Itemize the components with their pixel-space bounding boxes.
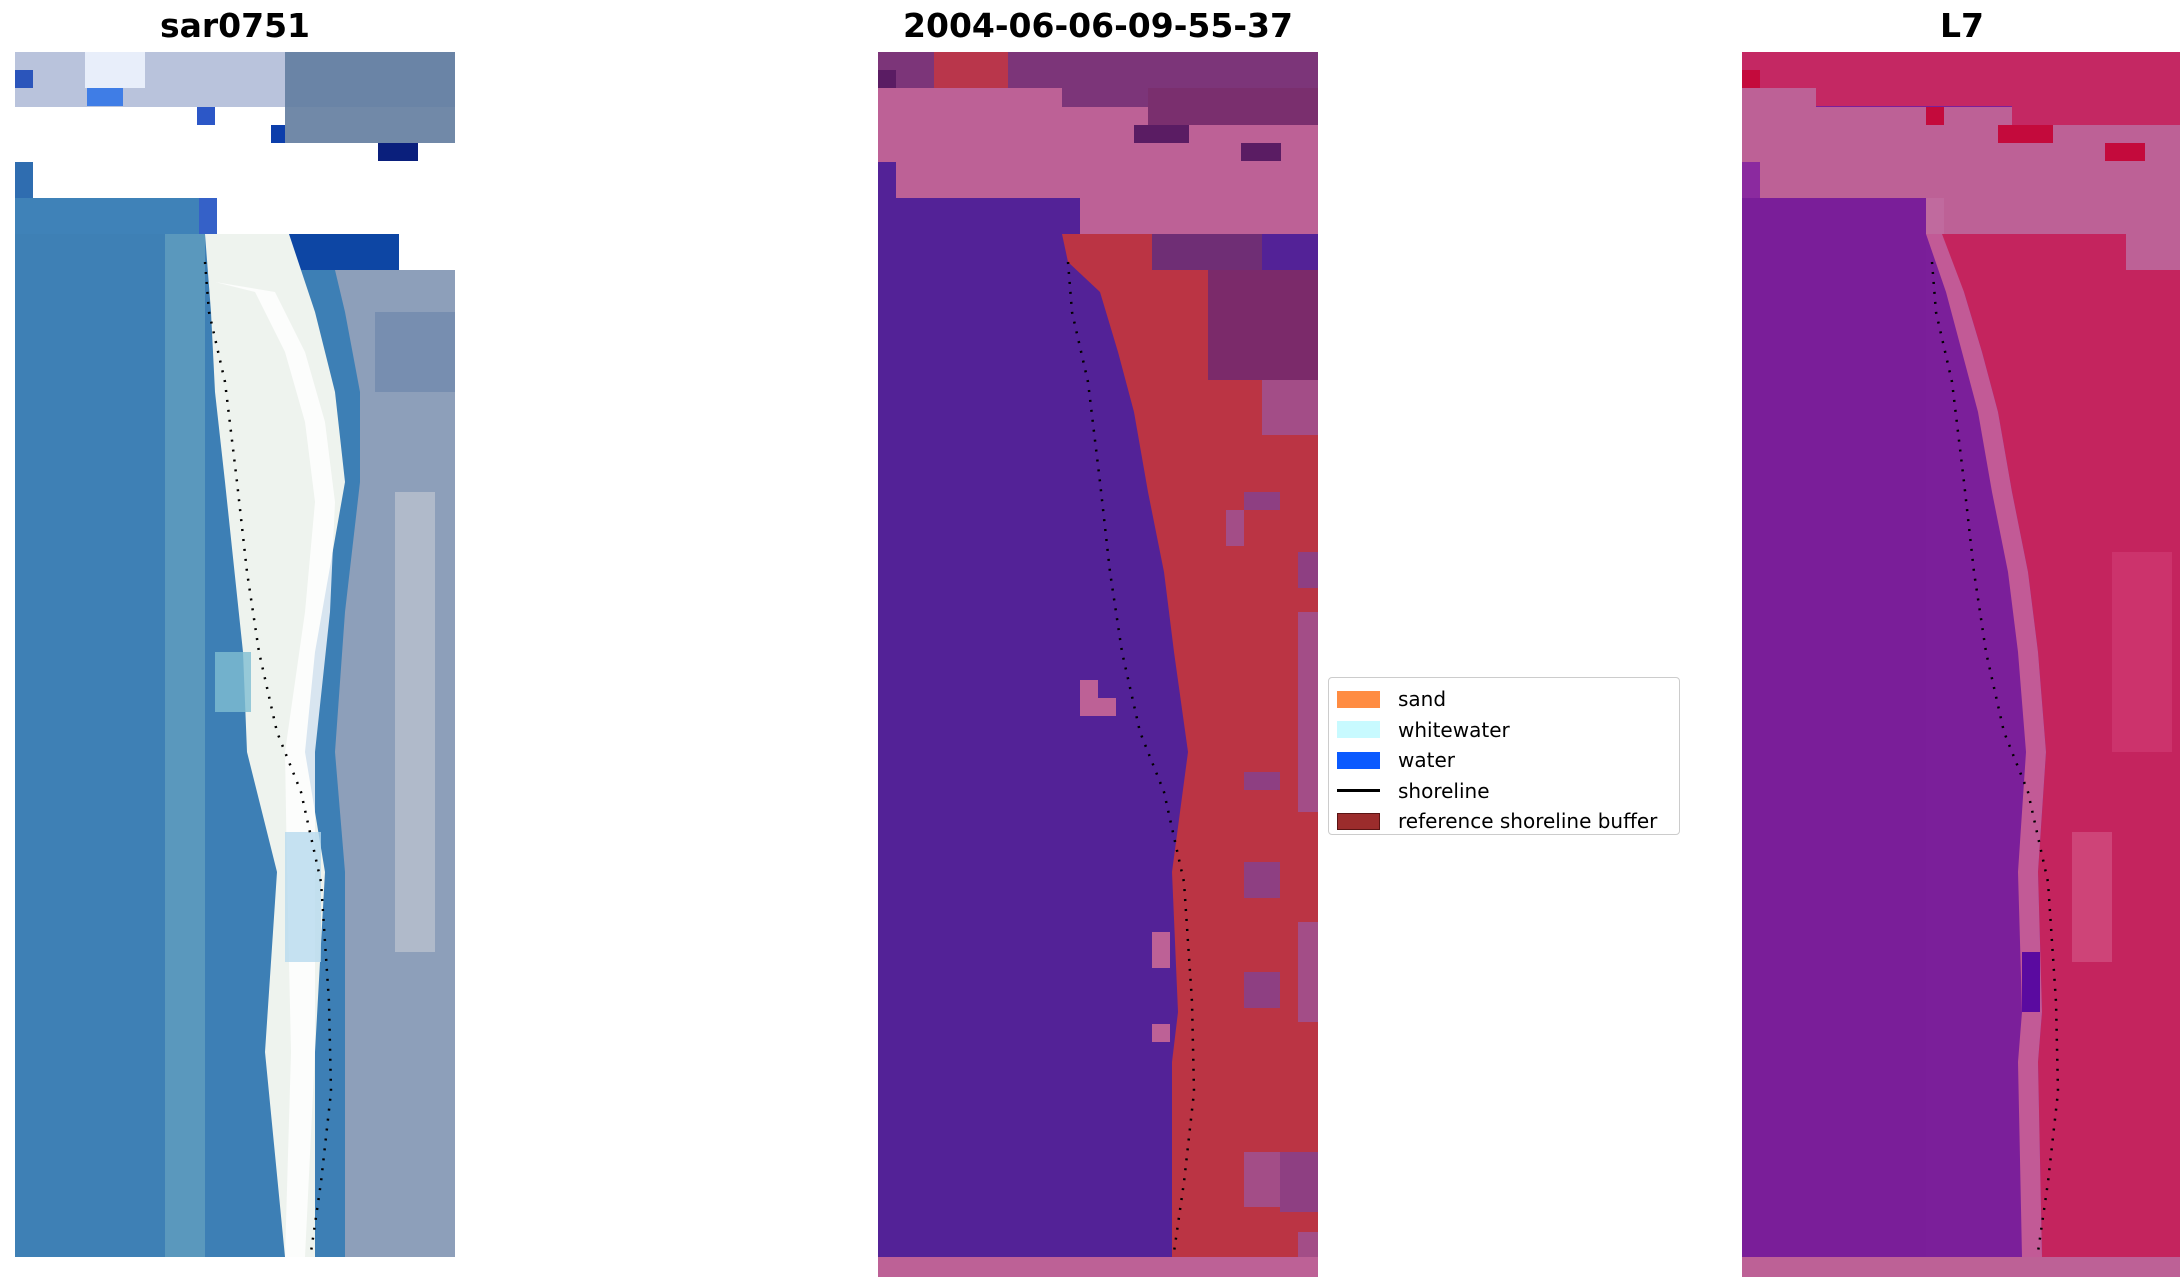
false-color-image-panel [1742,52,2180,1277]
reference-buffer-swatch [1337,812,1380,830]
legend-label-whitewater: whitewater [1398,717,1510,742]
legend-item-water: water [1337,745,1671,776]
classified-image [878,52,1318,1277]
rgb-image-panel [15,52,455,1277]
panel-title-rgb: sar0751 [159,6,311,45]
legend-label-water: water [1398,748,1455,773]
legend-item-shoreline: shoreline [1337,776,1671,807]
water-swatch [1337,751,1380,769]
legend-item-whitewater: whitewater [1337,715,1671,746]
sand-swatch [1337,690,1380,708]
legend-label-sand: sand [1398,687,1447,712]
false-color-image [1742,52,2180,1277]
rgb-image [15,52,455,1257]
panel-title-false-color: L7 [1940,6,1984,45]
legend-label-shoreline: shoreline [1398,778,1490,803]
whitewater-swatch [1337,721,1380,739]
shoreline-line-swatch [1337,789,1380,793]
classified-image-panel [878,52,1318,1277]
legend: sand whitewater water shoreline referenc… [1328,677,1680,835]
legend-label-reference-shoreline-buffer: reference shoreline buffer [1398,809,1658,834]
panel-title-classified: 2004-06-06-09-55-37 [903,6,1293,45]
legend-item-reference-shoreline-buffer: reference shoreline buffer [1337,806,1671,837]
legend-item-sand: sand [1337,684,1671,715]
